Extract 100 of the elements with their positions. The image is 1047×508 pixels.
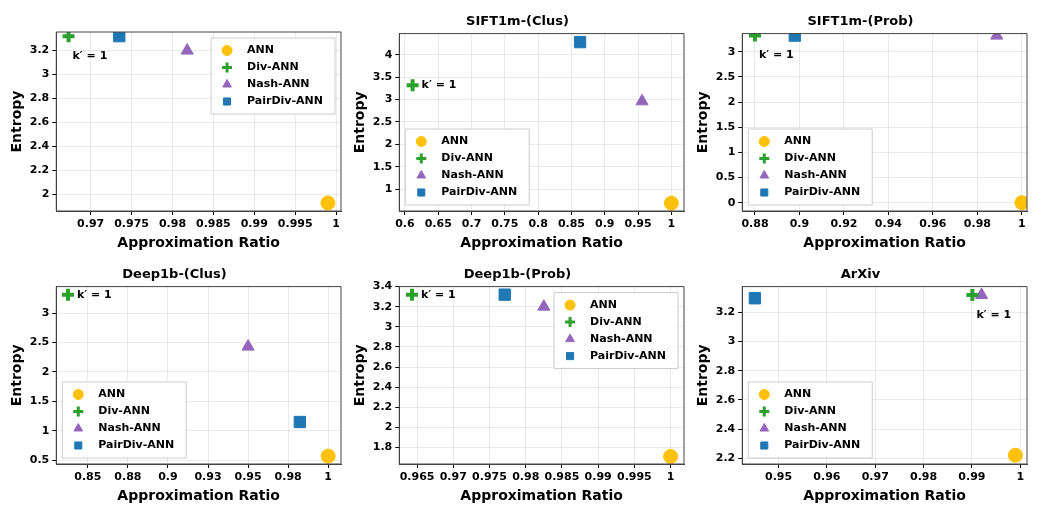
x-tick-label: 0.93 [194,470,222,484]
y-tick-label: 2 [727,94,736,108]
y-tick-label: 2.4 [29,139,50,153]
legend-label: ANN [784,387,812,401]
chart-title: SIFT1m-(Clus) [466,13,569,29]
y-tick-label: 2 [41,187,50,201]
y-tick-label: 2.8 [29,91,50,105]
annotation: k′ = 1 [976,307,1012,321]
x-tick-label: 0.98 [963,217,991,231]
legend-label: PairDiv-ANN [784,438,861,452]
x-tick-label: 0.95 [234,470,262,484]
x-tick-label: 0.97 [439,470,467,484]
y-tick-label: 2.6 [715,392,736,406]
x-tick-label: 0.97 [861,470,889,484]
x-tick-label: 0.8 [528,217,548,231]
y-tick-label: 2.2 [372,400,393,414]
x-axis-title: Approximation Ratio [117,487,281,504]
point [293,415,306,429]
x-tick-label: 0.7 [461,217,482,231]
x-tick-label: 0.98 [158,217,187,231]
x-tick-label: 0.88 [114,470,142,484]
y-tick-label: 2.5 [29,335,50,349]
x-tick-label: 0.98 [909,470,938,484]
x-tick-label: 0.92 [830,217,858,231]
y-tick-label: 2.8 [715,363,736,377]
x-axis-title: Approximation Ratio [460,487,624,504]
legend-label: Div-ANN [784,404,836,418]
y-tick-label: 2 [384,137,393,151]
y-tick-label: 2.2 [715,451,736,465]
x-tick-label: 0.97 [77,217,105,231]
y-tick-label: 2 [384,420,393,434]
y-tick-label: 2.2 [29,163,50,177]
y-tick-label: 3.2 [715,305,736,319]
point [404,77,421,94]
point [748,292,762,305]
x-tick-label: 0.95 [624,217,652,231]
x-tick-label: 0.985 [195,217,231,231]
y-tick-label: 3 [384,92,393,106]
legend-label: Nash-ANN [784,168,847,182]
x-tick-label: 1 [324,470,333,484]
x-tick-label: 1 [1016,470,1025,484]
x-axis-title: Approximation Ratio [803,487,967,504]
x-tick-label: 1 [666,470,675,484]
x-tick-label: 0.975 [114,217,149,231]
annotation: k′ = 1 [76,287,112,301]
legend-label: Div-ANN [784,151,836,165]
legend-label: ANN [441,134,469,148]
chart-title: Deep1b-(Clus) [122,266,227,282]
y-tick-label: 3 [41,67,50,81]
y-axis-title: Entropy [351,91,368,154]
legend-label: Div-ANN [441,151,493,165]
legend-label: PairDiv-ANN [441,185,518,199]
annotation: k′ = 1 [72,49,108,63]
legend-label: Nash-ANN [247,77,310,91]
y-tick-label: 3.2 [372,299,393,313]
x-tick-label: 0.99 [240,217,268,231]
point [663,448,679,464]
point [1007,447,1023,463]
y-tick-label: 1.5 [715,120,736,134]
x-tick-label: 0.94 [874,217,903,231]
point [241,339,255,351]
y-tick-label: 2 [41,364,50,378]
point [403,286,420,303]
legend-label: Nash-ANN [590,331,653,345]
x-tick-label: 0.9 [595,217,615,231]
x-tick-label: 0.985 [544,470,580,484]
y-tick-label: 1 [727,145,736,159]
y-tick-label: 3 [727,44,736,58]
point [573,35,587,49]
x-tick-label: 0.75 [491,217,519,231]
legend-label: ANN [98,387,126,401]
legend-label: ANN [784,134,812,148]
y-axis-title: Entropy [694,91,711,154]
y-tick-label: 2.5 [715,69,736,83]
x-tick-label: 0.96 [813,470,841,484]
y-tick-label: 2.4 [372,379,393,393]
legend-label: Div-ANN [247,60,299,74]
chart-title: SIFT1m-(Prob) [807,13,914,29]
y-axis-title: Entropy [8,90,25,153]
chart-title: ArXiv [840,266,881,282]
x-tick-label: 0.88 [741,217,769,231]
y-tick-label: 2.4 [715,421,736,435]
y-tick-label: 1 [384,182,393,196]
legend-label: ANN [247,43,274,57]
y-tick-label: 2.6 [29,115,50,129]
x-tick-label: 0.975 [472,470,507,484]
annotation: k′ = 1 [420,287,456,301]
x-tick-label: 0.98 [512,470,540,484]
x-tick-label: 0.6 [395,217,416,231]
y-tick-label: 0.5 [29,453,50,467]
point [975,287,989,299]
annotation: k′ = 1 [758,48,794,62]
x-axis-title: Approximation Ratio [803,234,967,251]
legend-label: Div-ANN [590,314,642,328]
legend-label: PairDiv-ANN [98,438,175,452]
y-tick-label: 0 [727,195,736,209]
y-tick-label: 3.2 [29,43,50,57]
x-tick-label: 0.995 [616,470,652,484]
legend-label: ANN [590,297,617,311]
point [498,288,511,301]
